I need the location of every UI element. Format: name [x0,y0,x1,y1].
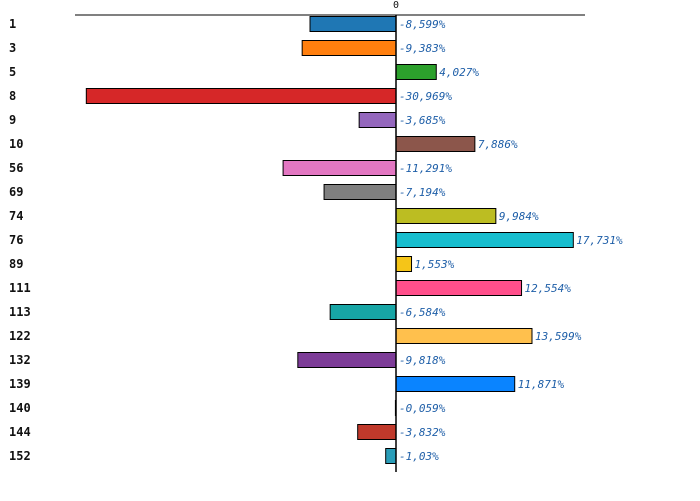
category-label: 139 [9,377,31,391]
category-label: 140 [9,401,31,415]
bar-9 [358,112,397,128]
category-label: 1 [9,17,16,31]
value-label: 7,886% [478,138,518,151]
category-label: 144 [9,425,31,439]
category-label: 9 [9,113,16,127]
value-label: -7,194% [399,186,446,199]
category-label: 8 [9,89,16,103]
value-label: 4,027% [439,66,479,79]
value-label: -6,584% [399,306,446,319]
zero-tick-label: 0 [393,0,399,11]
value-label: -8,599% [399,18,446,31]
bar-111 [395,280,523,296]
category-label: 113 [9,305,31,319]
bar-10 [395,136,476,152]
value-label: 11,871% [518,378,565,391]
bar-152 [385,448,397,464]
category-label: 122 [9,329,31,343]
category-label: 74 [9,209,23,223]
bar-89 [395,256,413,272]
value-label: 12,554% [525,282,572,295]
value-label: 17,731% [576,234,623,247]
category-label: 89 [9,257,23,271]
bar-122 [395,328,533,344]
value-label: -30,969% [399,90,452,103]
bar-139 [395,376,516,392]
category-label: 132 [9,353,31,367]
category-label: 152 [9,449,31,463]
value-label: -11,291% [399,162,452,175]
bar-76 [395,232,574,248]
category-label: 10 [9,137,23,151]
value-label: -3,685% [399,114,446,127]
bar-1 [309,16,397,32]
category-label: 69 [9,185,23,199]
value-label: 9,984% [499,210,539,223]
bar-5 [395,64,437,80]
value-label: 13,599% [535,330,582,343]
category-label: 5 [9,65,16,79]
bar-144 [357,424,397,440]
category-label: 56 [9,161,23,175]
value-label: -9,818% [399,354,446,367]
value-label: 1,553% [415,258,455,271]
bar-69 [323,184,397,200]
value-label: -0,059% [399,402,446,415]
bar-113 [329,304,397,320]
category-label: 76 [9,233,23,247]
bar-132 [297,352,397,368]
value-label: -1,03% [399,450,439,463]
category-label: 111 [9,281,31,295]
bar-56 [282,160,397,176]
bar-74 [395,208,497,224]
bar-3 [301,40,397,56]
value-label: -3,832% [399,426,446,439]
bar-8 [85,88,397,104]
category-label: 3 [9,41,16,55]
value-label: -9,383% [399,42,446,55]
